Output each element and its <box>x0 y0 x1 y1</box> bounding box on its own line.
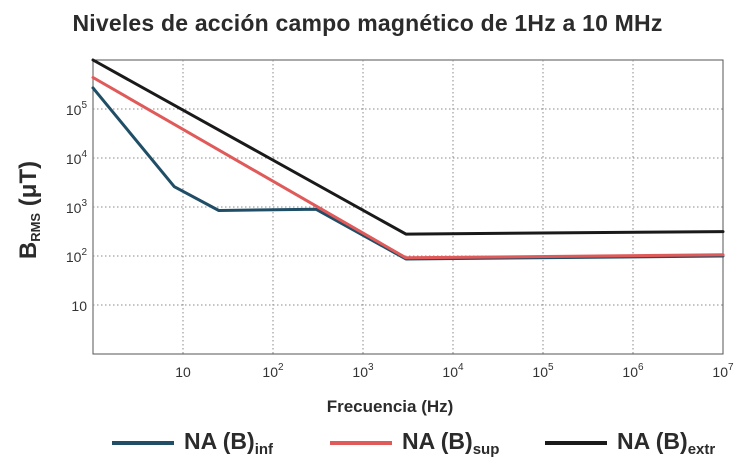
x-tick-label: 102 <box>262 362 284 380</box>
y-tick-label: 10 <box>71 298 87 314</box>
x-axis-label: Frecuencia (Hz) <box>326 397 454 416</box>
x-tick-label: 103 <box>352 362 374 380</box>
legend-label-sup: NA (B)sup <box>402 428 500 458</box>
x-tick-label: 106 <box>622 362 644 380</box>
legend-label-extr: NA (B)extr <box>617 428 716 458</box>
series-line-sup <box>91 76 725 260</box>
y-tick-label: 105 <box>66 100 88 118</box>
legend-swatch-extr <box>545 441 607 445</box>
legend-item-sup: NA (B)sup <box>330 427 499 459</box>
series-line-extr <box>91 58 725 236</box>
y-tick-label: 103 <box>66 198 88 216</box>
legend-item-extr: NA (B)extr <box>545 427 715 459</box>
x-tick-label: 105 <box>532 362 554 380</box>
x-tick-label: 107 <box>712 362 734 380</box>
legend-swatch-sup <box>330 441 392 445</box>
legend-item-inf: NA (B)inf <box>112 427 273 459</box>
legend-label-inf: NA (B)inf <box>184 428 274 458</box>
y-tick-label: 104 <box>66 149 88 167</box>
plot-frame <box>92 59 724 355</box>
x-tick-label: 10 <box>175 364 191 380</box>
x-tick-label: 104 <box>442 362 464 380</box>
legend-swatch-inf <box>112 441 174 445</box>
legend: NA (B)inf NA (B)sup NA (B)extr <box>0 427 735 459</box>
chart-title: Niveles de acción campo magnético de 1Hz… <box>72 10 663 36</box>
y-tick-label: 102 <box>66 247 88 265</box>
